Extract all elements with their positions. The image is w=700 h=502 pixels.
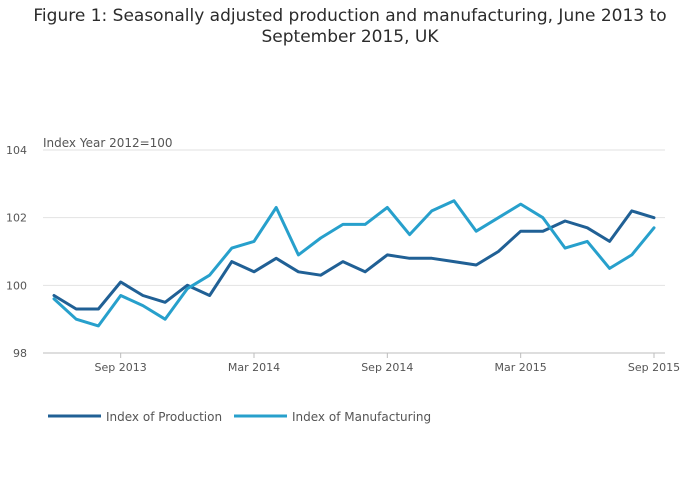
legend-label: Index of Manufacturing [292, 410, 431, 424]
y-tick-label: 102 [6, 212, 27, 225]
x-tick-label: Sep 2013 [95, 361, 147, 374]
legend-label: Index of Production [106, 410, 222, 424]
series-line-manufacturing[interactable] [52, 199, 656, 328]
y-axis: 98 100 102 104 [6, 144, 27, 360]
y-tick-label: 104 [6, 144, 27, 157]
series-lines [52, 199, 656, 328]
gridlines [43, 149, 665, 354]
x-axis: Sep 2013 Mar 2014 Sep 2014 Mar 2015 Sep 2015 [95, 353, 680, 374]
chart-title: Figure 1: Seasonally adjusted production… [0, 6, 700, 48]
legend-item-manufacturing[interactable]: Index of Manufacturing [234, 410, 431, 424]
series-line-production[interactable] [52, 209, 656, 311]
y-axis-unit-label: Index Year 2012=100 [43, 136, 173, 150]
x-tick-label: Mar 2015 [495, 361, 547, 374]
x-tick-label: Sep 2015 [628, 361, 680, 374]
legend: Index of Production Index of Manufacturin… [48, 410, 431, 424]
y-tick-label: 98 [13, 347, 27, 360]
x-tick-label: Mar 2014 [228, 361, 280, 374]
chart-title-line-2: September 2015, UK [261, 27, 439, 47]
chart-title-line-1: Figure 1: Seasonally adjusted production… [33, 6, 667, 26]
y-tick-label: 100 [6, 279, 27, 292]
legend-item-production[interactable]: Index of Production [48, 410, 222, 424]
x-tick-label: Sep 2014 [361, 361, 413, 374]
